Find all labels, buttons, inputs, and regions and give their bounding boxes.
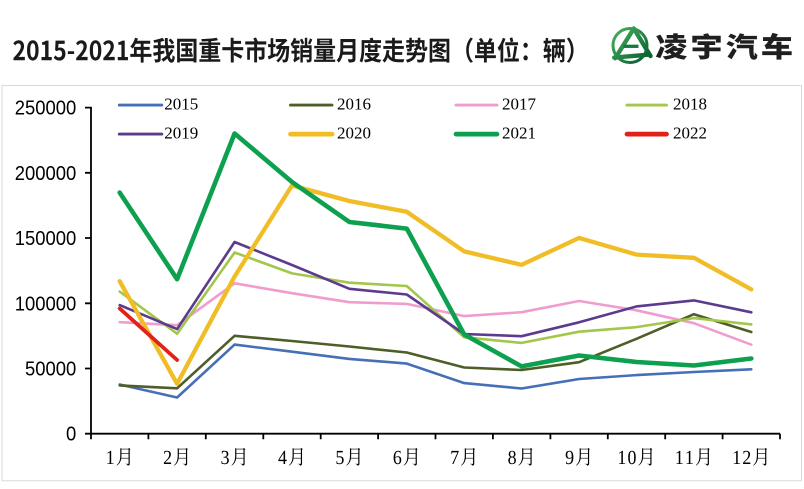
svg-text:200000: 200000 bbox=[15, 162, 77, 185]
svg-text:100000: 100000 bbox=[15, 292, 77, 315]
svg-text:50000: 50000 bbox=[25, 358, 76, 381]
svg-text:2015: 2015 bbox=[164, 94, 198, 113]
svg-text:0: 0 bbox=[66, 423, 76, 446]
svg-text:2019: 2019 bbox=[164, 123, 198, 142]
svg-text:2016: 2016 bbox=[337, 94, 371, 113]
svg-text:250000: 250000 bbox=[15, 97, 77, 120]
svg-text:2022: 2022 bbox=[673, 123, 707, 142]
svg-text:2017: 2017 bbox=[502, 94, 537, 113]
svg-text:2020: 2020 bbox=[337, 123, 371, 142]
svg-text:2018: 2018 bbox=[673, 94, 707, 113]
svg-text:150000: 150000 bbox=[15, 227, 77, 250]
svg-text:2021: 2021 bbox=[502, 123, 536, 142]
